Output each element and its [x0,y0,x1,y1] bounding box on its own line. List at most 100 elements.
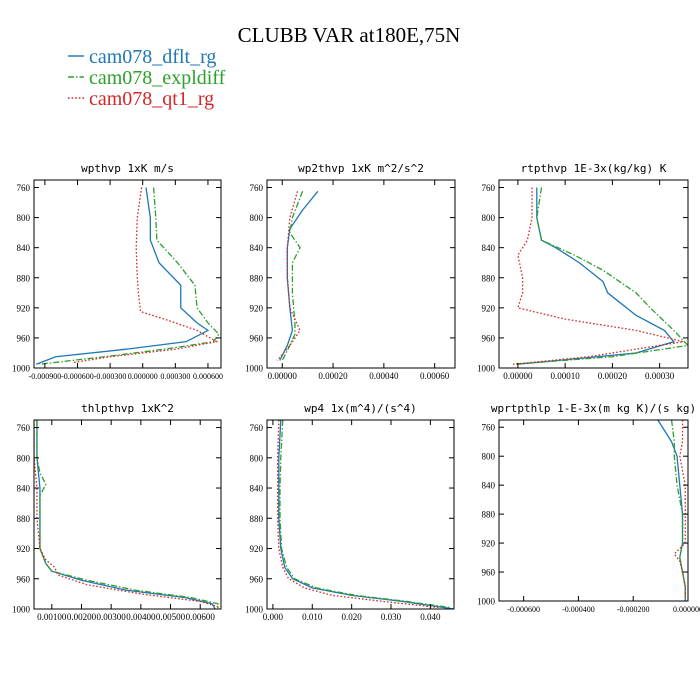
legend-item: cam078_expldiff [68,67,226,89]
x-tick-label: 0.00020 [318,371,348,381]
y-tick-label: 840 [17,243,31,253]
legend-item: cam078_qt1_rg [68,88,214,110]
y-tick-label: 920 [17,544,31,554]
plot-frame [266,419,455,610]
series-line [34,420,219,608]
plot-frame [33,419,222,610]
x-tick-label: 0.00300 [97,612,127,622]
series-line [517,187,675,365]
y-tick-label: 1000 [477,597,496,607]
y-tick-label: 1000 [245,364,264,374]
y-tick-label: 1000 [12,364,31,374]
panel: rtpthvp 1E-3x(kg/kg) K 760 800 840 880 920 960… [477,162,689,381]
x-tick-label: 0.00000 [503,371,533,381]
y-tick-label: 880 [17,273,31,283]
series-line [670,420,686,601]
y-tick-label: 880 [250,273,264,283]
plot-frame [498,419,689,602]
y-tick-label: 760 [17,183,31,193]
y-tick-label: 1000 [477,364,496,374]
y-tick-label: 760 [482,423,496,433]
panel-title: thlpthvp 1xK^2 [81,402,174,415]
series-line [276,191,301,361]
panel: wprtpthlp 1-E-3x(m kg K)/(s kg) 760 800 840… [477,402,700,614]
y-tick-label: 920 [250,303,264,313]
y-tick-label: 800 [482,213,496,223]
x-tick-label: 0.000000 [128,372,158,381]
panel-title: wp4 1x(m^4)/(s^4) [304,402,417,415]
panel: wp4 1x(m^4)/(s^4) 760 800 840 880 920 960 1000 0… [245,402,455,622]
y-tick-label: 800 [250,453,264,463]
x-tick-label: 0.00000 [268,371,298,381]
x-tick-label: 0.00060 [420,371,450,381]
series-line [39,187,220,365]
x-tick-label: 0.00100 [37,612,67,622]
legend-item: cam078_dflt_rg [68,46,216,68]
x-tick-label: 0.020 [342,612,363,622]
series-line [281,191,304,361]
series-line [36,420,219,609]
y-tick-label: 880 [250,514,264,524]
x-tick-label: 0.00010 [551,371,581,381]
figure-title: CLUBB VAR at180E,75N [238,23,461,47]
x-tick-label: 0.00200 [67,612,97,622]
y-tick-label: 840 [482,243,496,253]
y-tick-label: 960 [17,333,31,343]
series-line [279,420,451,609]
y-tick-label: 880 [17,514,31,524]
y-tick-label: 840 [17,484,31,494]
y-tick-label: 1000 [245,605,264,615]
x-tick-label: 0.030 [381,612,402,622]
legend-label: cam078_dflt_rg [89,46,216,68]
panel-title: wprtpthlp 1-E-3x(m kg K)/(s kg) [491,402,696,415]
y-tick-label: 920 [250,544,264,554]
x-tick-label: -0.000600 [507,605,540,614]
legend-label: cam078_qt1_rg [89,88,214,110]
x-tick-label: 0.00020 [598,371,628,381]
y-tick-label: 800 [17,213,31,223]
x-tick-label: 0.000300 [160,372,190,381]
x-tick-label: 0.00040 [369,371,399,381]
panels: wpthvp 1xK m/s7608008408809209601000-0.0… [12,162,700,622]
x-tick-label: -0.000400 [562,605,595,614]
y-tick-label: 760 [250,423,264,433]
y-tick-label: 840 [482,481,496,491]
panel: thlpthvp 1xK^2 760 800 840 880 920 960 1000 0.00… [12,402,222,622]
y-tick-label: 920 [482,303,496,313]
plot-frame [33,179,222,369]
y-tick-label: 920 [482,539,496,549]
y-tick-label: 960 [250,574,264,584]
x-tick-label: 0.00030 [645,371,675,381]
y-tick-label: 800 [482,452,496,462]
x-tick-label: -0.000600 [61,372,94,381]
y-tick-label: 800 [17,453,31,463]
series-line [35,187,210,365]
y-tick-label: 760 [250,183,264,193]
y-tick-label: 960 [482,568,496,578]
x-tick-label: 0.00600 [186,612,216,622]
x-tick-label: 0.000600 [193,372,223,381]
panel-title: wpthvp 1xK m/s [81,162,174,175]
x-tick-label: -0.000200 [617,605,650,614]
x-tick-label: 0.00500 [156,612,186,622]
y-tick-label: 760 [482,183,496,193]
legend: cam078_dflt_rg cam078_expldiff cam078_qt… [68,46,226,110]
y-tick-label: 920 [17,303,31,313]
panel: wp2thvp 1xK m^2/s^2 760 800 840 880 920 960 100… [245,162,456,381]
series-line [71,187,219,364]
y-tick-label: 840 [250,243,264,253]
y-tick-label: 880 [482,510,496,520]
y-tick-label: 880 [482,273,496,283]
x-tick-label: 0.000000 [673,605,700,614]
series-line [513,187,688,365]
x-tick-label: 0.00400 [126,612,156,622]
x-tick-label: -0.000900 [29,372,62,381]
y-tick-label: 960 [17,574,31,584]
plot-frame [498,179,689,369]
x-tick-label: -0.000300 [94,372,127,381]
panel: wpthvp 1xK m/s7608008408809209601000-0.0… [12,162,223,381]
y-tick-label: 840 [250,484,264,494]
y-tick-label: 1000 [12,605,31,615]
y-tick-label: 960 [250,333,264,343]
